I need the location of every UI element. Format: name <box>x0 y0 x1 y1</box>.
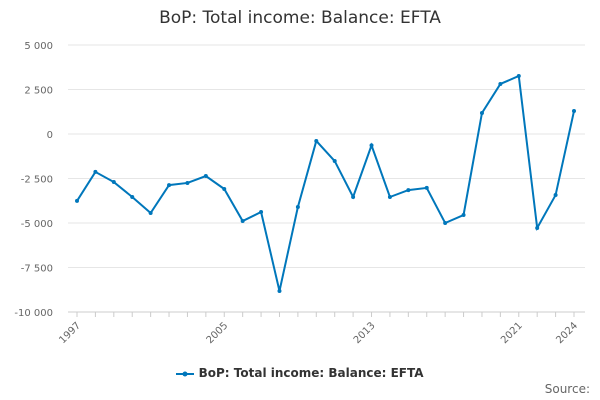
legend-label: BoP: Total income: Balance: EFTA <box>198 366 424 380</box>
legend-item[interactable]: BoP: Total income: Balance: EFTA <box>0 366 600 380</box>
data-point <box>75 198 79 203</box>
y-tick-label: -5 000 <box>21 219 53 230</box>
x-tick-label: 2005 <box>205 320 231 346</box>
data-point <box>479 110 484 115</box>
source-label: Source: <box>544 382 590 396</box>
y-tick-label: -7 500 <box>21 264 53 275</box>
series-line <box>76 74 575 292</box>
y-tick-label: -2 500 <box>21 175 53 186</box>
data-point <box>535 225 540 230</box>
y-tick-label: 0 <box>47 130 53 141</box>
x-tick-label: 2013 <box>352 320 378 346</box>
data-point <box>461 212 466 217</box>
data-point <box>351 195 356 200</box>
x-tick-label: 1997 <box>57 320 83 346</box>
data-point <box>516 73 521 78</box>
data-point <box>369 143 374 148</box>
legend-line-icon <box>176 371 195 376</box>
x-tick-label: 2021 <box>499 320 525 346</box>
data-point <box>332 159 337 164</box>
data-point <box>259 209 264 214</box>
data-point <box>553 193 558 198</box>
chart-title: BoP: Total income: Balance: EFTA <box>159 8 441 28</box>
data-point <box>424 185 429 190</box>
data-point <box>443 221 448 225</box>
data-point <box>387 195 392 200</box>
data-point <box>93 169 98 174</box>
y-tick-label: 2 500 <box>24 86 53 97</box>
data-point <box>572 109 576 114</box>
data-point <box>222 187 227 192</box>
data-point <box>498 81 503 86</box>
data-point <box>295 204 300 209</box>
x-tick-label: 2024 <box>554 320 580 346</box>
data-point <box>277 288 282 293</box>
data-point <box>148 211 153 216</box>
data-point <box>203 174 208 179</box>
data-point <box>240 219 245 224</box>
y-tick-label: -10 000 <box>14 308 53 319</box>
data-point <box>167 183 172 188</box>
data-point <box>406 188 411 193</box>
data-point <box>130 195 135 200</box>
data-point <box>314 138 319 143</box>
y-tick-label: 5 000 <box>24 41 53 52</box>
data-point <box>111 180 116 185</box>
data-point <box>185 180 190 185</box>
